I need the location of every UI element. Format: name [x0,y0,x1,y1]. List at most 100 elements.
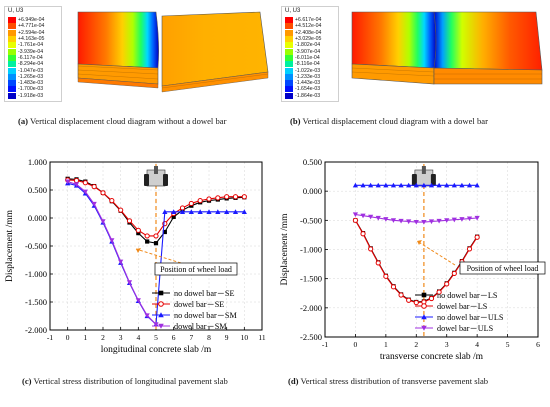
y-tick-label: -0.500 [300,215,322,225]
annotation-text: Position of wheel load [160,265,232,274]
data-point [153,241,159,246]
caption-c-text: Vertical stress distribution of longitud… [33,376,228,386]
data-point [162,229,167,235]
x-tick-label: 0 [354,340,358,349]
data-point [135,298,141,303]
data-point [360,231,366,237]
data-point [436,182,442,188]
data-point [436,289,442,295]
wheel-strut [421,166,426,174]
x-tick-label: -1 [322,340,328,349]
a-legend-row: +2.594e-04 [8,29,44,36]
a-legend-value: -1.047e-03 [18,67,44,74]
data-point [474,215,480,221]
a-legend-value: -6.117e-04 [18,54,43,61]
b-legend-row: -1.802e-04 [285,42,321,49]
data-point [65,179,71,185]
b-legend-swatch [285,61,293,68]
a-legend-swatch [8,36,16,43]
data-point [444,218,450,223]
x-tick-label: 8 [207,333,211,342]
a-legend-row: -1.265e-03 [8,73,44,80]
x-tick-label: 11 [258,333,265,342]
series-2 [352,182,480,188]
data-point [126,280,133,285]
data-point [82,189,88,195]
x-tick-label: 0 [66,333,70,342]
a-legend-swatch [8,92,16,99]
data-point [153,233,159,239]
caption-b-label: (b) [290,116,301,126]
data-point [162,209,168,214]
chart-transverse: -2.500 -2.000 -1.500 -1.000 -0.500 0.000 0.500… [280,157,546,362]
a-legend-row: -8.294e-04 [8,61,44,68]
data-point [398,182,404,188]
data-point [375,215,381,221]
b-legend-row: -1.864e-03 [285,92,321,99]
y-tick-label: -1.000 [25,269,47,279]
caption-d-text: Vertical stress distribution of transver… [300,376,489,386]
y-tick-label: -2.000 [300,303,322,313]
b-legend-row: -1.654e-03 [285,86,321,93]
x-tick-label: 4 [136,333,140,342]
wheel-tire [430,174,436,186]
data-point [474,234,480,240]
a-legend-swatch [8,17,16,24]
data-point [109,238,115,243]
a-legend-value: +4.771e-04 [18,23,45,30]
b-legend-swatch [285,23,293,30]
wheel-load-icon [144,166,168,187]
y-axis-label: Displacement /mm [5,209,15,282]
y-axis-label: Displacement /mm [280,213,290,286]
a-legend-row: -6.117e-04 [8,54,44,61]
a-legend-swatch [8,86,16,93]
a-legend-value: +4.163e-05 [18,36,45,43]
b-legend-value: -6.011e-04 [295,54,320,61]
b-legend-value: -3.907e-04 [295,48,321,55]
annotation-box [154,262,238,276]
data-point [451,270,457,277]
data-point [215,195,221,201]
legend-entries-a: +6.949e-04 +4.771e-04 +2.594e-04 +4.163e-05… [8,17,44,99]
data-point [188,200,194,207]
data-point [428,219,435,225]
caption-b-text: Vertical displacement cloud diagram with… [302,116,488,126]
a-legend-value: -1.265e-03 [18,73,44,80]
chart-legend: no dowel bar－SE dowel bar－SE no dowel bar－… [152,289,237,331]
data-point [241,194,247,200]
data-point [459,182,465,188]
caption-a: (a) Vertical displacement cloud diagram … [18,116,268,127]
a-legend-row: -1.483e-03 [8,80,44,87]
data-point [145,239,150,244]
data-point [197,209,203,214]
caption-c-label: (c) [22,376,32,386]
data-point [158,323,164,329]
data-point [109,198,115,204]
b-legend-value: +4.512e-04 [295,23,322,30]
wheel-load-icon [411,166,436,187]
caption-b: (b) Vertical displacement cloud diagram … [290,116,545,127]
data-point [466,182,473,188]
series-line [354,220,478,303]
a-legend-row: -1.700e-03 [8,86,44,93]
legend-label: no dowel bar－ULS [437,313,504,322]
data-point [352,212,359,218]
data-point [135,227,141,233]
caption-a-text: Vertical displacement cloud diagram with… [30,116,227,126]
a-legend-swatch [8,42,16,49]
b-legend-row: -1.443e-03 [285,80,321,87]
b-legend-row: +6.617e-04 [285,17,321,24]
data-point [383,217,389,222]
data-point [390,182,397,188]
b-legend-swatch [285,29,293,36]
data-point [144,233,150,239]
a-legend-row: +6.949e-04 [8,17,44,24]
data-point [406,219,412,225]
wheel-tire [411,174,417,186]
annotation-arrowhead [417,240,422,245]
data-point [118,207,124,213]
data-point [421,314,427,320]
caption-a-label: (a) [18,116,29,126]
x-tick-label: 1 [384,340,388,349]
legend-title-b: U, U3 [285,8,301,14]
